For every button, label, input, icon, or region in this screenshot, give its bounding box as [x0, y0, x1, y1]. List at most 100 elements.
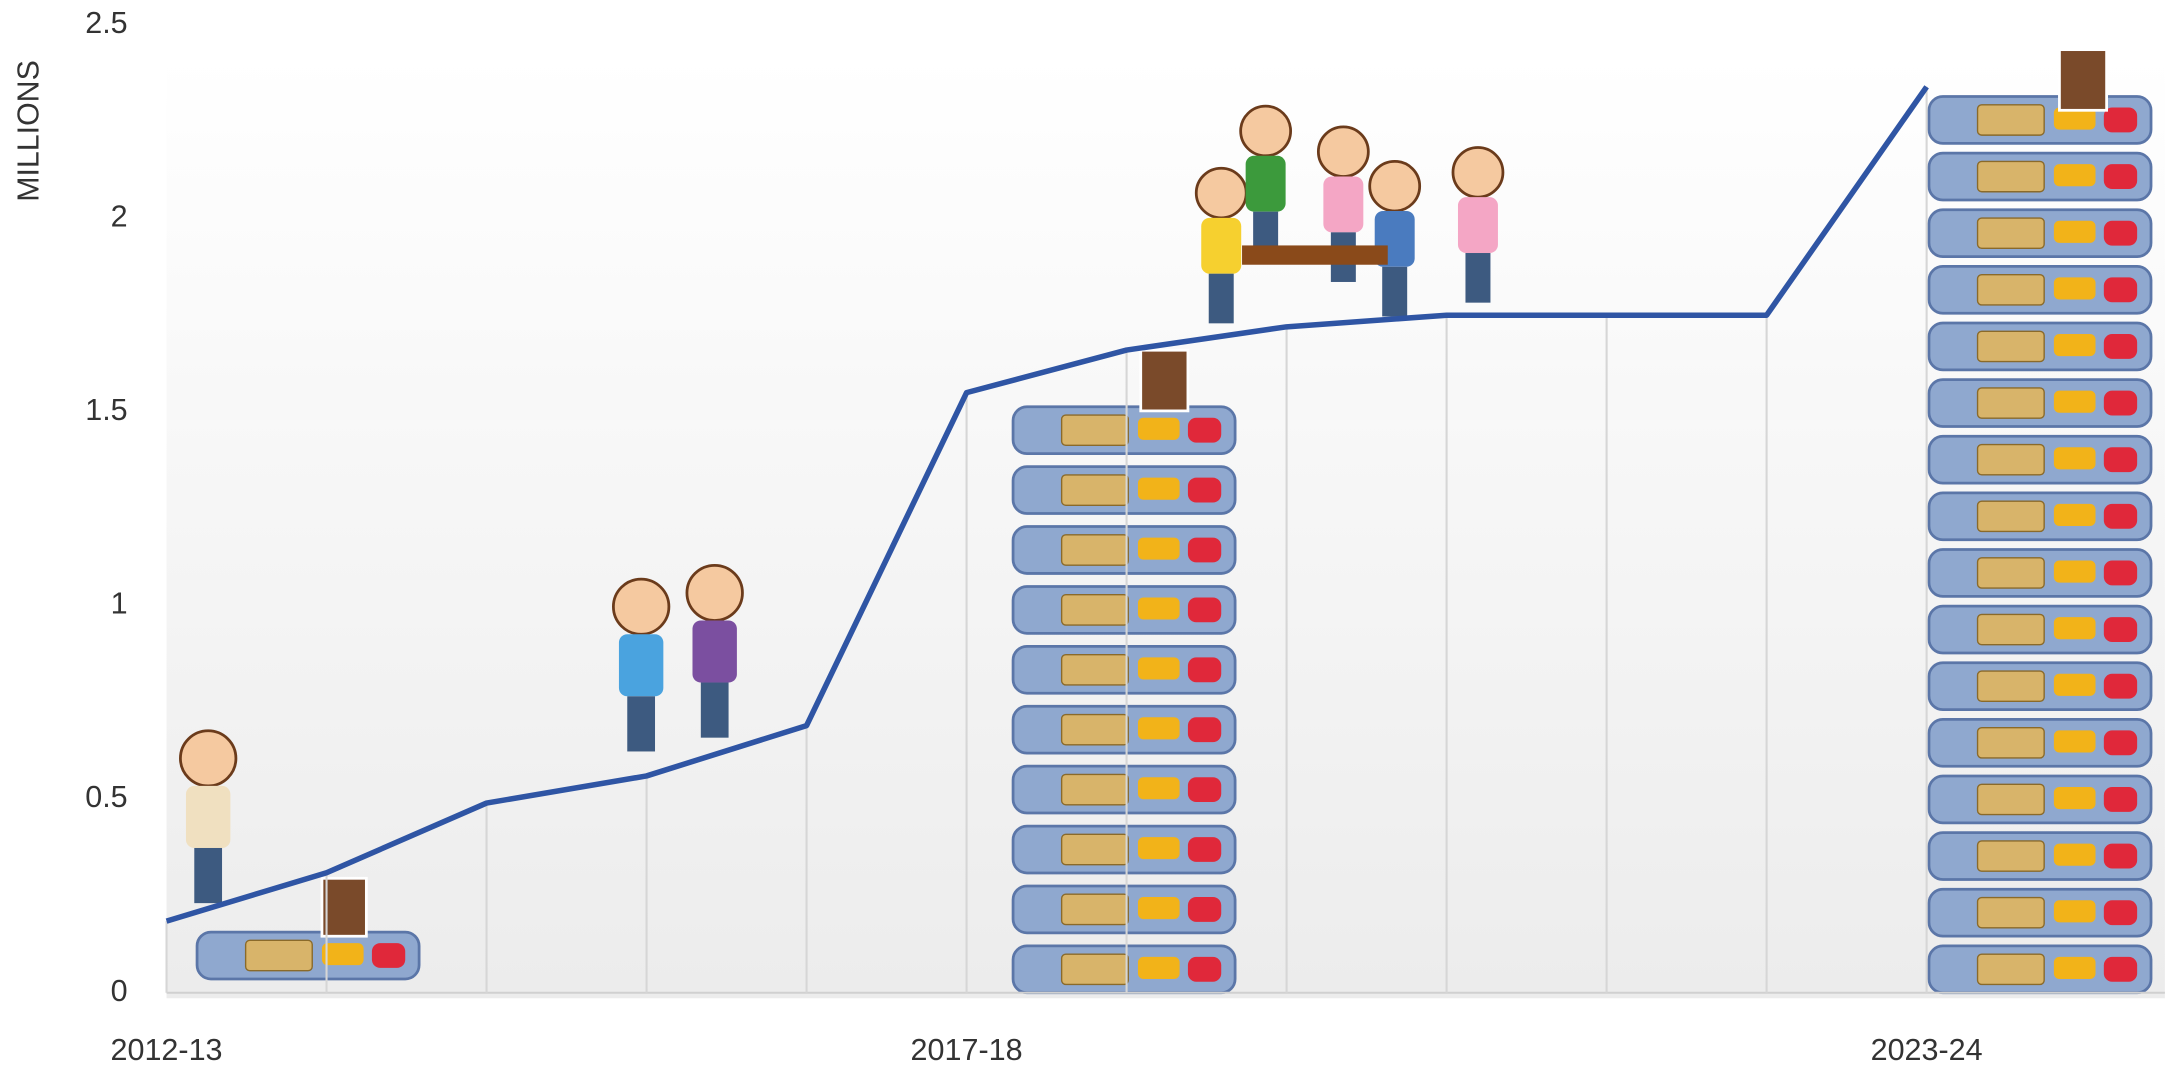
- tray-apple: [371, 943, 406, 968]
- tray-apple: [2103, 787, 2138, 812]
- tray-sandwich: [1976, 387, 2045, 419]
- kid-legs: [1208, 273, 1234, 324]
- kid-head: [1239, 104, 1292, 158]
- kid-body: [1457, 197, 1498, 254]
- tray-sandwich: [1976, 443, 2045, 476]
- tray-apple: [2103, 334, 2138, 359]
- tray-fruit: [2053, 164, 2096, 187]
- tray-sandwich: [1976, 613, 2045, 646]
- tray-fruit: [2053, 787, 2096, 810]
- kid-head: [1194, 166, 1248, 220]
- tray-sandwich: [1976, 557, 2045, 589]
- tray-apple: [2103, 730, 2138, 756]
- lunch-tray: [195, 930, 421, 981]
- x-tick-label: 2012-13: [111, 1033, 223, 1067]
- lunch-tray: [1927, 548, 2153, 598]
- tray-sandwich: [1976, 670, 2045, 703]
- lunch-tray: [1927, 321, 2153, 372]
- lunch-tray: [1927, 944, 2153, 995]
- tray-sandwich: [1976, 500, 2045, 533]
- lunch-tray: [1927, 718, 2153, 768]
- tray-sandwich: [1060, 594, 1129, 626]
- tray-sandwich: [1060, 713, 1129, 746]
- lunch-tray: [1011, 405, 1237, 456]
- kid-legs: [700, 682, 729, 738]
- tray-fruit: [2053, 503, 2096, 526]
- tray-fruit: [2053, 334, 2096, 357]
- tray-apple: [1187, 597, 1222, 623]
- y-axis-label: MILLIONS: [12, 60, 46, 202]
- lunch-tray: [1927, 774, 2153, 825]
- kid-legs: [627, 696, 656, 752]
- lunch-tray: [1011, 465, 1237, 515]
- tray-apple: [2103, 560, 2138, 586]
- illustrations: [179, 48, 2153, 995]
- kid-body: [1245, 155, 1286, 212]
- tray-fruit: [321, 943, 364, 966]
- kid-head: [612, 577, 671, 636]
- tray-apple: [1187, 537, 1222, 563]
- lunch-tray: [1011, 525, 1237, 575]
- tray-apple: [1187, 417, 1222, 443]
- lunch-tray: [1927, 265, 2153, 315]
- tray-fruit: [1137, 837, 1180, 860]
- kid-figure: [612, 577, 671, 752]
- kid-body: [1323, 176, 1364, 233]
- tray-apple: [1187, 777, 1222, 803]
- tray-fruit: [2053, 956, 2096, 979]
- milk-carton: [320, 876, 368, 938]
- lunch-tray: [1011, 704, 1237, 755]
- tray-fruit: [1137, 537, 1180, 560]
- tray-apple: [2103, 277, 2138, 303]
- tray-fruit: [2053, 277, 2096, 300]
- tray-apple: [1187, 477, 1222, 503]
- lunch-tray: [1011, 585, 1237, 635]
- tray-fruit: [1137, 657, 1180, 680]
- tray-fruit: [1137, 417, 1180, 440]
- kid-figure: [179, 729, 238, 904]
- lunch-tray: [1927, 434, 2153, 485]
- y-tick-label: 1.5: [85, 393, 127, 427]
- tray-fruit: [2053, 560, 2096, 583]
- tray-sandwich: [1060, 653, 1129, 686]
- lunch-tray: [1011, 944, 1237, 995]
- tray-apple: [2103, 503, 2138, 529]
- kid-legs: [194, 847, 223, 904]
- tray-sandwich: [1976, 330, 2045, 363]
- tray-sandwich: [1060, 953, 1129, 986]
- tray-fruit: [2053, 730, 2096, 753]
- kid-body: [618, 634, 664, 697]
- lunch-tray: [1927, 491, 2153, 542]
- lunch-tray: [1927, 661, 2153, 712]
- tray-apple: [2103, 220, 2138, 246]
- kid-head: [1316, 125, 1370, 178]
- tray-fruit: [2053, 390, 2096, 413]
- tray-apple: [2103, 843, 2138, 869]
- tray-fruit: [1137, 477, 1180, 500]
- tray-sandwich: [1060, 893, 1129, 926]
- tray-fruit: [2053, 617, 2096, 640]
- tray-fruit: [2053, 900, 2096, 923]
- milk-carton: [1139, 348, 1190, 413]
- tray-apple: [1187, 837, 1222, 862]
- lunch-tray: [1927, 604, 2153, 655]
- tray-sandwich: [1976, 783, 2045, 816]
- tray-sandwich: [1060, 534, 1129, 566]
- tray-fruit: [1137, 777, 1180, 800]
- tray-sandwich: [1976, 840, 2045, 872]
- y-tick-label: 2.5: [85, 6, 127, 40]
- kid-body: [185, 785, 231, 848]
- tray-sandwich: [1976, 104, 2045, 136]
- tray-sandwich: [1060, 773, 1129, 806]
- tray-sandwich: [1976, 160, 2045, 193]
- y-tick-label: 1: [111, 587, 128, 621]
- tray-fruit: [1137, 956, 1180, 979]
- x-tick-label: 2023-24: [1871, 1033, 1983, 1067]
- kid-figure: [1451, 146, 1505, 303]
- tray-fruit: [1137, 597, 1180, 620]
- tray-apple: [2103, 164, 2138, 189]
- tray-fruit: [1137, 717, 1180, 740]
- lunch-tray: [1927, 208, 2153, 259]
- tray-apple: [1187, 657, 1222, 683]
